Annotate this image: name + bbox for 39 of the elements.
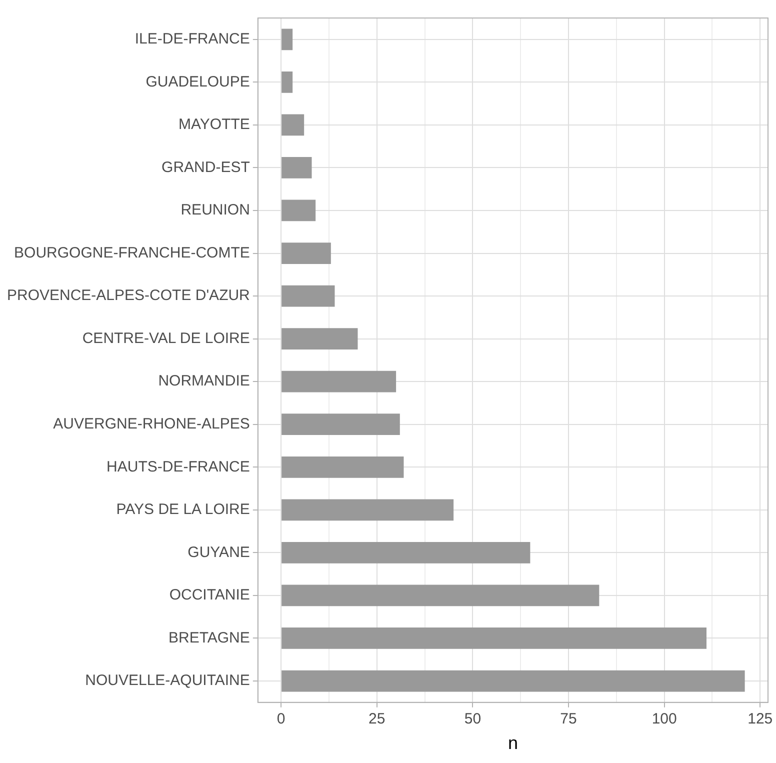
x-tick-label: 75 xyxy=(560,710,577,728)
y-tick-label: NORMANDIE xyxy=(158,372,250,390)
x-tick-label: 50 xyxy=(464,710,482,728)
bar xyxy=(282,584,600,606)
bar xyxy=(282,71,293,93)
y-tick-label: PAYS DE LA LOIRE xyxy=(116,501,250,518)
y-tick-label: BOURGOGNE-FRANCHE-COMTE xyxy=(14,244,250,262)
y-tick-label: HAUTS-DE-FRANCE xyxy=(106,458,250,476)
bar xyxy=(282,628,706,649)
bar xyxy=(282,414,400,436)
bar xyxy=(282,670,745,692)
y-tick-label: CENTRE-VAL DE LOIRE xyxy=(82,330,250,347)
y-tick-label: OCCITANIE xyxy=(169,586,250,604)
x-axis-title: n xyxy=(508,733,518,754)
y-tick-label: MAYOTTE xyxy=(178,116,250,134)
bar xyxy=(282,157,312,178)
bar xyxy=(282,328,358,350)
x-tick-label: 100 xyxy=(652,710,677,728)
bar xyxy=(282,114,304,136)
y-tick-label: GUADELOUPE xyxy=(146,73,250,90)
y-tick-label: ILE-DE-FRANCE xyxy=(134,30,250,48)
y-tick-label: NOUVELLE-AQUITAINE xyxy=(85,672,250,690)
y-tick-label: REUNION xyxy=(180,202,250,219)
y-tick-label: GUYANE xyxy=(188,544,250,561)
y-tick-label: BRETAGNE xyxy=(168,629,250,646)
bar xyxy=(282,456,404,478)
bar xyxy=(282,200,316,222)
x-tick-label: 25 xyxy=(368,710,386,728)
bar xyxy=(282,499,454,521)
bar xyxy=(282,28,293,50)
bar xyxy=(282,542,530,564)
y-tick-label: PROVENCE-ALPES-COTE D'AZUR xyxy=(6,287,250,304)
x-tick-label: 0 xyxy=(276,710,286,728)
y-tick-label: AUVERGNE-RHONE-ALPES xyxy=(53,416,250,433)
bar xyxy=(282,285,335,307)
bar xyxy=(282,370,396,392)
bar xyxy=(282,242,331,264)
x-tick-label: 125 xyxy=(748,710,773,728)
y-tick-label: GRAND-EST xyxy=(162,158,250,176)
